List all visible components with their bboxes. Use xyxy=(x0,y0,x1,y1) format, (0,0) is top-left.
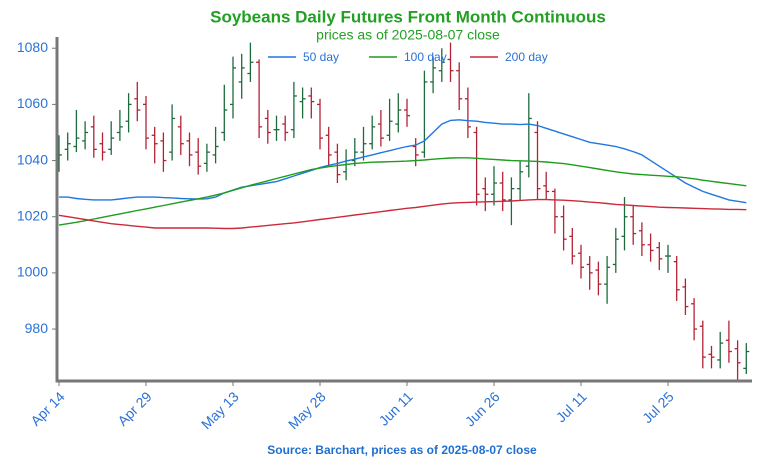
legend-label: 50 day xyxy=(303,50,339,64)
source-note: Source: Barchart, prices as of 2025-08-0… xyxy=(267,443,537,457)
x-tick-label: Apr 14 xyxy=(27,388,68,429)
y-tick-label: 1080 xyxy=(17,39,48,55)
x-tick-label: Jul 11 xyxy=(553,388,590,425)
y-tick-label: 1040 xyxy=(17,151,48,167)
x-tick-label: Jul 25 xyxy=(639,388,677,426)
legend-label: 200 day xyxy=(505,50,548,64)
moving-average-line xyxy=(58,198,747,230)
moving-average-line xyxy=(59,119,747,204)
moving-average-line xyxy=(58,157,747,226)
y-tick-label: 1000 xyxy=(17,264,48,280)
legend-label: 100 day xyxy=(404,50,447,64)
x-tick-label: Jun 26 xyxy=(462,388,503,429)
x-tick-label: Apr 29 xyxy=(114,388,155,429)
chart-subtitle: prices as of 2025-08-07 close xyxy=(316,27,500,43)
y-tick-label: 980 xyxy=(25,320,49,336)
x-tick-label: May 28 xyxy=(285,388,329,432)
chart-title: Soybeans Daily Futures Front Month Conti… xyxy=(210,7,606,26)
x-tick-label: Jun 11 xyxy=(375,388,415,428)
x-tick-label: May 13 xyxy=(198,388,242,432)
y-tick-label: 1020 xyxy=(17,207,48,223)
y-tick-label: 1060 xyxy=(17,95,48,111)
